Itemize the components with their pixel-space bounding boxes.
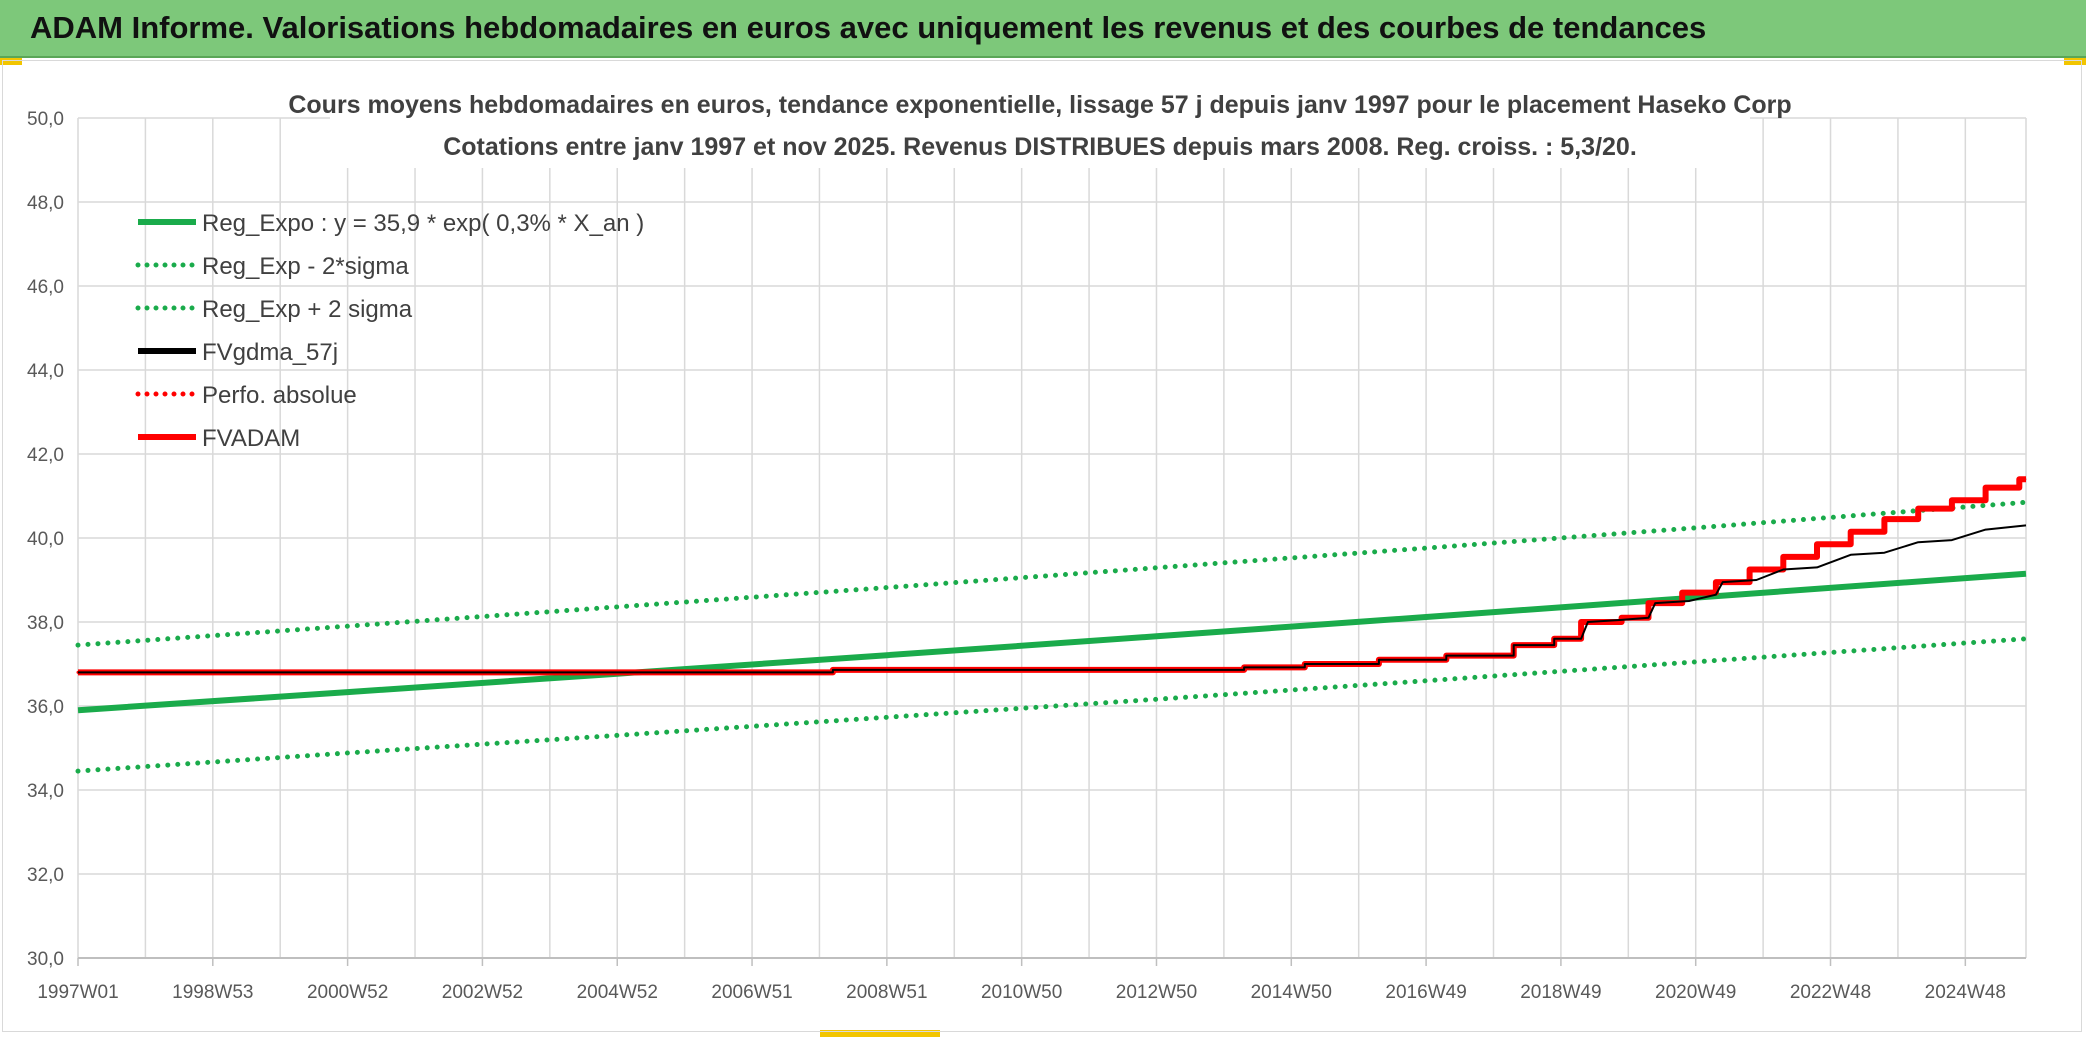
legend-label: Reg_Exp + 2 sigma (202, 296, 413, 323)
series-line-3 (78, 524, 2027, 674)
chart-title-line2: Cotations entre janv 1997 et nov 2025. R… (443, 133, 1637, 161)
legend-label: Reg_Exp - 2*sigma (202, 253, 409, 280)
y-tick-label: 48,0 (27, 193, 64, 214)
legend-label: FVgdma_57j (202, 339, 338, 366)
chart-title-background (330, 80, 1750, 168)
y-tick-label: 30,0 (27, 949, 64, 970)
x-tick-label: 2008W51 (846, 982, 927, 1003)
report-banner: ADAM Informe. Valorisations hebdomadaire… (0, 0, 2086, 58)
corner-marker-left (0, 58, 22, 65)
x-tick-label: 1997W01 (37, 982, 118, 1003)
x-tick-label: 2000W52 (307, 982, 388, 1003)
y-tick-label: 46,0 (27, 277, 64, 298)
x-tick-label: 2002W52 (442, 982, 523, 1003)
series-line-1 (75, 636, 2029, 774)
corner-marker-right (2064, 58, 2086, 65)
legend-label: FVADAM (202, 425, 300, 452)
y-tick-label: 36,0 (27, 697, 64, 718)
x-tick-label: 2012W50 (1116, 982, 1197, 1003)
x-tick-label: 2020W49 (1655, 982, 1736, 1003)
y-tick-label: 34,0 (27, 781, 64, 802)
chart-title-line1: Cours moyens hebdomadaires en euros, ten… (288, 91, 1791, 119)
x-tick-label: 2010W50 (981, 982, 1062, 1003)
legend-label: Reg_Expo : y = 35,9 * exp( 0,3% * X_an ) (202, 210, 644, 237)
y-tick-label: 38,0 (27, 613, 64, 634)
series-line-0 (77, 570, 2027, 714)
y-tick-label: 42,0 (27, 445, 64, 466)
chart-title-group: Cours moyens hebdomadaires en euros, ten… (288, 80, 1792, 168)
x-tick-label: 1998W53 (172, 982, 253, 1003)
y-tick-label: 40,0 (27, 529, 64, 550)
series-lines (75, 476, 2029, 774)
report-title: ADAM Informe. Valorisations hebdomadaire… (30, 10, 1707, 45)
grid-lines (77, 117, 2027, 959)
y-tick-label: 32,0 (27, 865, 64, 886)
series-line-2 (75, 499, 2029, 648)
y-tick-label: 44,0 (27, 361, 64, 382)
legend-label: Perfo. absolue (202, 382, 357, 409)
y-tick-label: 50,0 (27, 109, 64, 130)
corner-marker-bottom (820, 1030, 940, 1037)
x-tick-label: 2022W48 (1790, 982, 1871, 1003)
x-tick-label: 2014W50 (1251, 982, 1332, 1003)
x-tick-label: 2018W49 (1520, 982, 1601, 1003)
legend: Reg_Expo : y = 35,9 * exp( 0,3% * X_an )… (135, 210, 644, 452)
x-tick-label: 2006W51 (711, 982, 792, 1003)
chart-frame (2, 60, 2082, 1032)
axes: 30,0 32,0 34,0 36,0 38,0 40,0 42,0 44,0 46,0 48,0… (27, 109, 2026, 1003)
x-tick-label: 2004W52 (577, 982, 658, 1003)
x-tick-label: 2016W49 (1385, 982, 1466, 1003)
x-tick-label: 2024W48 (1925, 982, 2006, 1003)
